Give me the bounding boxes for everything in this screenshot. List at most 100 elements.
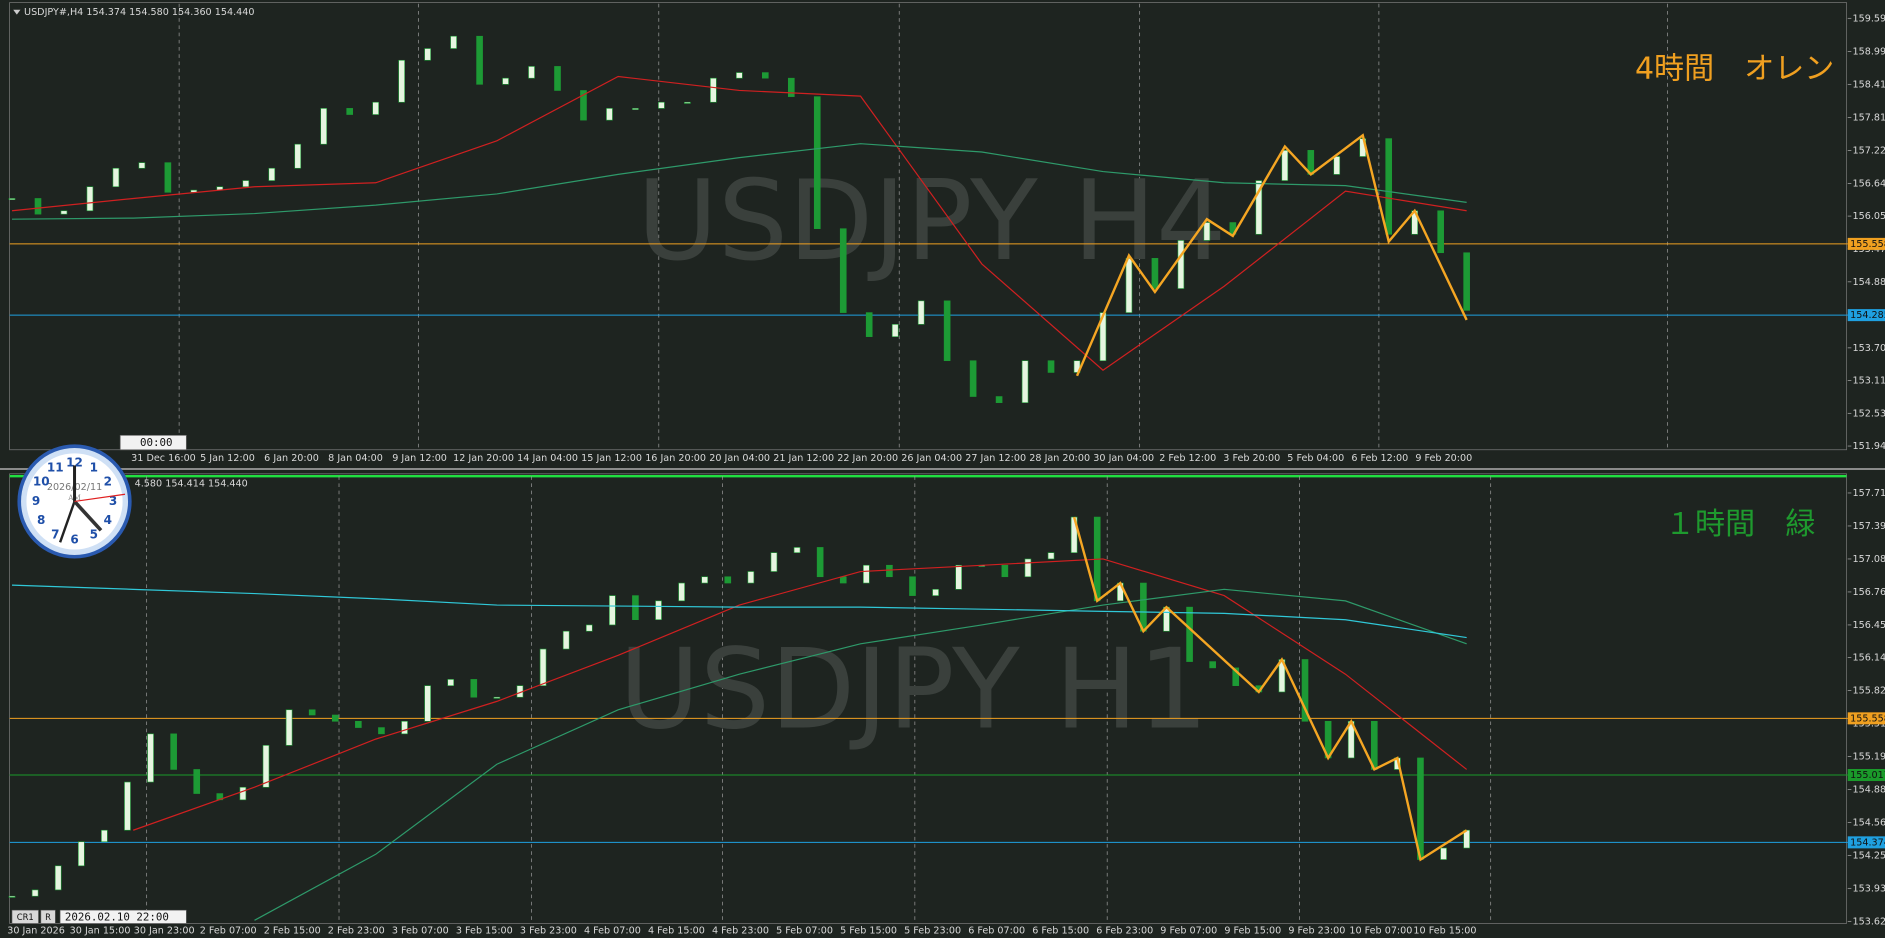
x-tick-label: 9 Feb 15:00 (1224, 926, 1281, 937)
y-tick-label: 153.620 (1853, 916, 1885, 927)
candle (112, 167, 120, 188)
x-tick-label: 28 Jan 20:00 (1029, 453, 1090, 464)
price-label: 155.017 (1850, 770, 1885, 781)
x-tick-label: 5 Feb 15:00 (840, 926, 897, 937)
candle (539, 648, 547, 686)
x-tick-label: 26 Jan 04:00 (901, 453, 962, 464)
candle (710, 77, 717, 103)
clock-minute-hand (58, 501, 76, 543)
time-box (119, 434, 187, 451)
datetime: 2026.02.10 22:00 (65, 910, 169, 923)
x-tick-label: 4 Feb 15:00 (648, 926, 705, 937)
tab-label[interactable]: R (45, 912, 51, 922)
x-tick-label: 9 Jan 12:00 (392, 453, 447, 464)
price-label-box (1847, 309, 1885, 322)
candle (86, 186, 94, 212)
moving-average (254, 588, 1467, 921)
candle (476, 35, 483, 85)
x-tick-label: 30 Jan 04:00 (1093, 453, 1154, 464)
tab[interactable] (40, 909, 56, 924)
panel-frame (9, 473, 1847, 924)
clock-numeral: 5 (90, 527, 98, 541)
x-tick-label: 5 Feb 23:00 (904, 926, 961, 937)
candle (60, 210, 68, 215)
header-triangle (13, 9, 21, 15)
x-tick-label: 30 Jan 15:00 (70, 926, 131, 937)
candle (164, 162, 172, 193)
candle (242, 180, 250, 188)
candle (770, 552, 778, 572)
moving-average (12, 143, 1467, 220)
price-label: 155.558 (1850, 239, 1885, 250)
candle (632, 595, 639, 620)
candle (816, 547, 824, 578)
price-label-box (1847, 237, 1885, 250)
x-tick-label: 6 Feb 12:00 (1351, 453, 1408, 464)
clock-numeral: 7 (51, 527, 59, 541)
candle (839, 576, 847, 584)
x-tick-label: 20 Jan 04:00 (709, 453, 770, 464)
candle (401, 720, 408, 735)
candle (1021, 360, 1029, 403)
clock-numeral: 6 (70, 532, 78, 546)
candle (1047, 552, 1055, 560)
x-tick-label: 6 Feb 15:00 (1032, 926, 1089, 937)
candle (8, 198, 16, 200)
x-tick-label: 6 Feb 23:00 (1096, 926, 1153, 937)
x-tick-label: 31 Dec 16:00 (131, 453, 196, 464)
moving-average (12, 584, 1467, 639)
panel-header: USDJPY#,H4 154.374 154.580 154.360 154.4… (24, 7, 254, 18)
x-tick-label: 2 Feb 15:00 (264, 926, 321, 937)
x-tick-label: 12 Jan 20:00 (453, 453, 514, 464)
candle (1281, 150, 1289, 181)
candle (1203, 222, 1211, 241)
candle (943, 300, 951, 362)
y-tick-label: 158.995 (1853, 47, 1885, 58)
clock-hour-hand (73, 500, 103, 532)
candle (632, 108, 639, 110)
candle (886, 564, 893, 578)
price-label-box (1847, 712, 1885, 725)
y-tick-label: 154.880 (1853, 277, 1885, 288)
candle (736, 72, 743, 79)
clock-numeral: 2 (104, 475, 112, 489)
candle (424, 48, 431, 61)
candle (138, 162, 146, 169)
candle (372, 101, 379, 115)
x-tick-label: 9 Feb 07:00 (1160, 926, 1217, 937)
candle (1209, 661, 1216, 669)
x-tick-label: 9 Feb 20:00 (1415, 453, 1472, 464)
candle (101, 829, 108, 843)
y-tick-label: 156.765 (1853, 587, 1885, 598)
tab[interactable] (11, 909, 39, 924)
y-tick-label: 156.140 (1853, 652, 1885, 663)
candle (995, 396, 1003, 403)
candle (262, 745, 270, 788)
candle (1232, 667, 1240, 686)
y-tick-label: 156.055 (1853, 211, 1885, 222)
candle (1001, 564, 1009, 578)
candle (77, 841, 85, 867)
candle (285, 709, 293, 746)
price-label: 154.374 (1850, 837, 1885, 848)
clock-numeral: 8 (37, 513, 45, 527)
y-tick-label: 153.700 (1853, 343, 1885, 354)
x-tick-label: 4 Feb 23:00 (712, 926, 769, 937)
candle (331, 714, 339, 722)
annotation: １時間 緑 (1665, 507, 1815, 542)
moving-average (11, 75, 1467, 371)
x-tick-label: 27 Jan 12:00 (965, 453, 1026, 464)
x-tick-label: 2 Feb 07:00 (200, 926, 257, 937)
candle (787, 77, 795, 97)
candle (170, 733, 177, 770)
y-tick-label: 153.935 (1853, 883, 1885, 894)
tab-label[interactable]: CR1 (17, 912, 34, 922)
candle (747, 571, 755, 584)
y-tick-label: 155.195 (1853, 751, 1885, 762)
candle (355, 720, 362, 728)
y-tick-label: 153.115 (1853, 376, 1885, 387)
clock-numeral: 12 (66, 455, 83, 469)
x-tick-label: 10 Feb 15:00 (1413, 926, 1476, 937)
candle (1417, 757, 1424, 860)
x-tick-label: 3 Feb 15:00 (456, 926, 513, 937)
